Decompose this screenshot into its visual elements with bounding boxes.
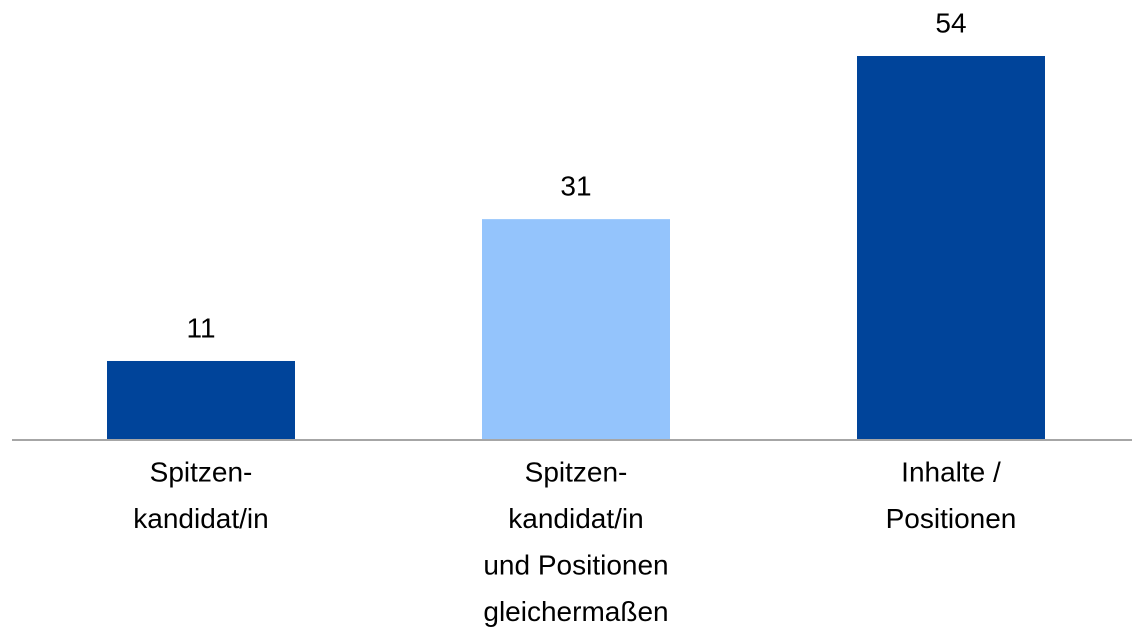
x-tick-label: kandidat/in [508, 503, 643, 534]
bar [107, 360, 295, 439]
x-tick-label: Spitzen- [525, 456, 628, 487]
bar [857, 56, 1045, 439]
value-label: 11 [186, 312, 215, 343]
x-tick-label: gleichermaßen [483, 596, 668, 627]
bar [482, 219, 670, 439]
value-label: 54 [935, 7, 966, 38]
x-tick-label: Inhalte / [901, 456, 1001, 487]
x-tick-label: kandidat/in [133, 503, 268, 534]
value-label: 31 [560, 171, 591, 202]
x-tick-label: Positionen [886, 503, 1017, 534]
x-tick-label: Spitzen- [150, 456, 253, 487]
x-tick-label: und Positionen [483, 549, 668, 580]
